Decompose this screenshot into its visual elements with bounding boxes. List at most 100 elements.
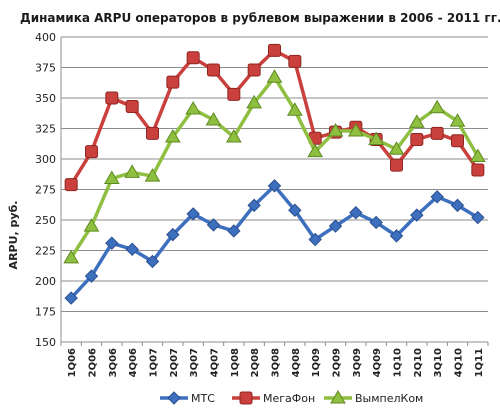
- y-tick-label: 250: [35, 214, 56, 227]
- data-point: [207, 63, 220, 77]
- data-point: [247, 198, 261, 213]
- legend-item: МТС: [160, 391, 215, 405]
- data-point: [124, 164, 141, 178]
- legend-marker: [239, 391, 253, 405]
- data-point: [186, 207, 200, 221]
- data-point: [144, 168, 161, 182]
- data-point: [205, 111, 222, 126]
- data-point: [450, 198, 465, 213]
- chart-title: Динамика ARPU операторов в рублевом выра…: [20, 11, 500, 25]
- legend-marker: [330, 390, 346, 404]
- data-point: [449, 113, 466, 127]
- x-tick-label: 1Q11: [474, 348, 485, 377]
- legend-label: МТС: [191, 392, 215, 405]
- x-tick-label: 3Q10: [433, 348, 444, 377]
- data-point: [389, 229, 404, 243]
- data-point: [64, 291, 78, 305]
- data-point: [125, 242, 139, 256]
- y-tick-label: 375: [35, 62, 56, 75]
- legend-marker: [167, 391, 181, 405]
- data-point: [288, 203, 302, 217]
- y-tick-label: 200: [35, 275, 56, 288]
- data-point: [84, 269, 99, 283]
- data-point: [105, 236, 119, 250]
- data-point: [429, 99, 446, 114]
- data-point: [410, 132, 424, 146]
- data-point: [268, 43, 281, 57]
- data-point: [390, 158, 403, 172]
- data-point: [410, 208, 424, 222]
- legend-item: МегаФон: [232, 391, 315, 405]
- x-tick-label: 3Q08: [271, 348, 282, 377]
- data-point: [471, 210, 485, 225]
- data-point: [146, 126, 159, 140]
- data-point: [327, 122, 344, 137]
- data-point: [63, 249, 80, 264]
- data-point: [308, 232, 322, 247]
- y-axis-label: ARPU, руб.: [7, 201, 20, 270]
- legend: МТС МегаФон ВымпелКом: [160, 390, 423, 405]
- x-tick-label: 3Q06: [108, 348, 119, 377]
- axes: 150 175 200 225 250 275 300 325 350 375 400 1Q06 2Q0…: [35, 31, 489, 377]
- data-point: [471, 163, 485, 177]
- x-tick-label: 2Q10: [413, 348, 424, 377]
- data-point: [225, 129, 242, 143]
- legend-item: ВымпелКом: [324, 390, 423, 405]
- data-point: [125, 100, 139, 114]
- series-1: [64, 179, 485, 305]
- data-point: [206, 218, 221, 232]
- x-tick-label: 1Q06: [67, 348, 78, 377]
- data-point: [307, 143, 324, 158]
- data-point: [145, 254, 160, 269]
- y-tick-label: 325: [35, 123, 56, 136]
- y-tick-label: 175: [35, 306, 56, 319]
- data-point: [267, 179, 282, 193]
- data-point: [83, 218, 100, 232]
- x-tick-label: 4Q06: [128, 348, 139, 377]
- data-point: [64, 178, 78, 192]
- data-point: [246, 94, 263, 109]
- data-point: [430, 126, 444, 140]
- data-point: [185, 100, 202, 115]
- data-point: [105, 91, 119, 105]
- y-tick-label: 225: [35, 245, 56, 258]
- x-tick-label: 1Q07: [149, 348, 160, 377]
- series-layer: [63, 43, 486, 305]
- data-point: [408, 114, 425, 128]
- x-tick-label: 1Q10: [393, 348, 404, 377]
- data-point: [430, 190, 444, 204]
- x-tick-label: 3Q07: [189, 348, 200, 377]
- data-point: [288, 54, 302, 68]
- y-tick-label: 275: [35, 184, 56, 197]
- x-tick-label: 1Q09: [311, 348, 322, 377]
- data-point: [469, 148, 486, 163]
- x-tick-label: 4Q07: [210, 348, 221, 377]
- data-point: [368, 131, 385, 145]
- y-tick-label: 150: [35, 336, 56, 349]
- x-tick-label: 4Q09: [372, 348, 383, 377]
- x-tick-label: 4Q10: [454, 348, 465, 377]
- data-point: [328, 219, 343, 233]
- data-point: [227, 87, 241, 101]
- data-point: [388, 141, 405, 155]
- x-tick-label: 2Q09: [332, 348, 343, 377]
- x-tick-label: 1Q08: [230, 348, 241, 377]
- x-tick-label: 2Q06: [88, 348, 99, 377]
- y-tick-label: 400: [35, 31, 56, 44]
- data-point: [166, 75, 180, 89]
- data-point: [369, 215, 383, 230]
- data-point: [85, 145, 98, 159]
- series-3: [63, 69, 486, 264]
- x-tick-label: 2Q07: [169, 348, 180, 377]
- data-point: [186, 51, 200, 65]
- x-tick-label: 2Q08: [250, 348, 261, 377]
- data-point: [347, 122, 364, 137]
- y-tick-label: 300: [35, 153, 56, 166]
- data-point: [451, 134, 464, 148]
- data-point: [164, 129, 181, 143]
- legend-label: МегаФон: [263, 392, 315, 405]
- y-tick-label: 350: [35, 92, 56, 105]
- data-point: [227, 224, 241, 238]
